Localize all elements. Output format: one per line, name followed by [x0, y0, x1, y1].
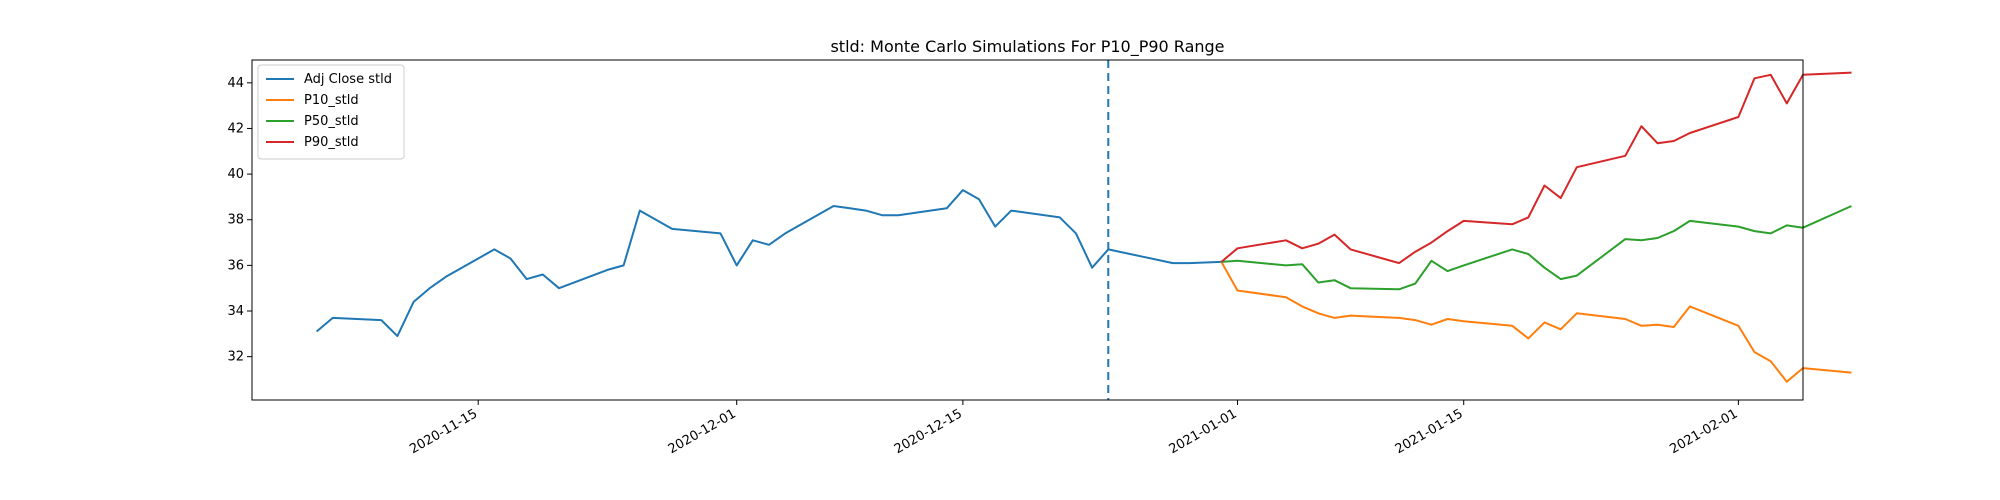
chart-title: stld: Monte Carlo Simulations For P10_P9…: [830, 37, 1224, 57]
y-tick-label: 36: [227, 258, 244, 273]
x-tick-label: 2020-11-15: [407, 406, 480, 457]
y-tick-label: 32: [227, 350, 244, 365]
series-line-0: [315, 189, 1222, 338]
legend-label: P10_stld: [304, 93, 359, 108]
legend-label: Adj Close stld: [304, 72, 392, 87]
y-tick-label: 40: [227, 167, 244, 182]
series-line-2: [1221, 205, 1852, 291]
legend-label: P90_stld: [304, 135, 359, 150]
legend-box: [257, 64, 405, 160]
x-tick-label: 2021-02-01: [1667, 406, 1740, 457]
x-tick-label: 2021-01-01: [1167, 406, 1240, 457]
series-line-1: [1220, 261, 1852, 383]
x-tick-label: 2020-12-01: [666, 406, 739, 457]
plot-frame: [251, 59, 1804, 401]
legend: Adj Close stld P10_stld P50_stld P90_stld: [257, 64, 405, 160]
y-tick-label: 34: [227, 304, 244, 319]
y-tick-label: 42: [227, 121, 244, 136]
legend-label: P50_stld: [304, 114, 359, 129]
y-tick-label: 38: [227, 213, 244, 228]
y-tick-label: 44: [227, 76, 244, 91]
x-tick-label: 2020-12-15: [892, 406, 965, 457]
x-tick-label: 2021-01-15: [1393, 406, 1466, 457]
series-line-3: [1220, 71, 1852, 265]
